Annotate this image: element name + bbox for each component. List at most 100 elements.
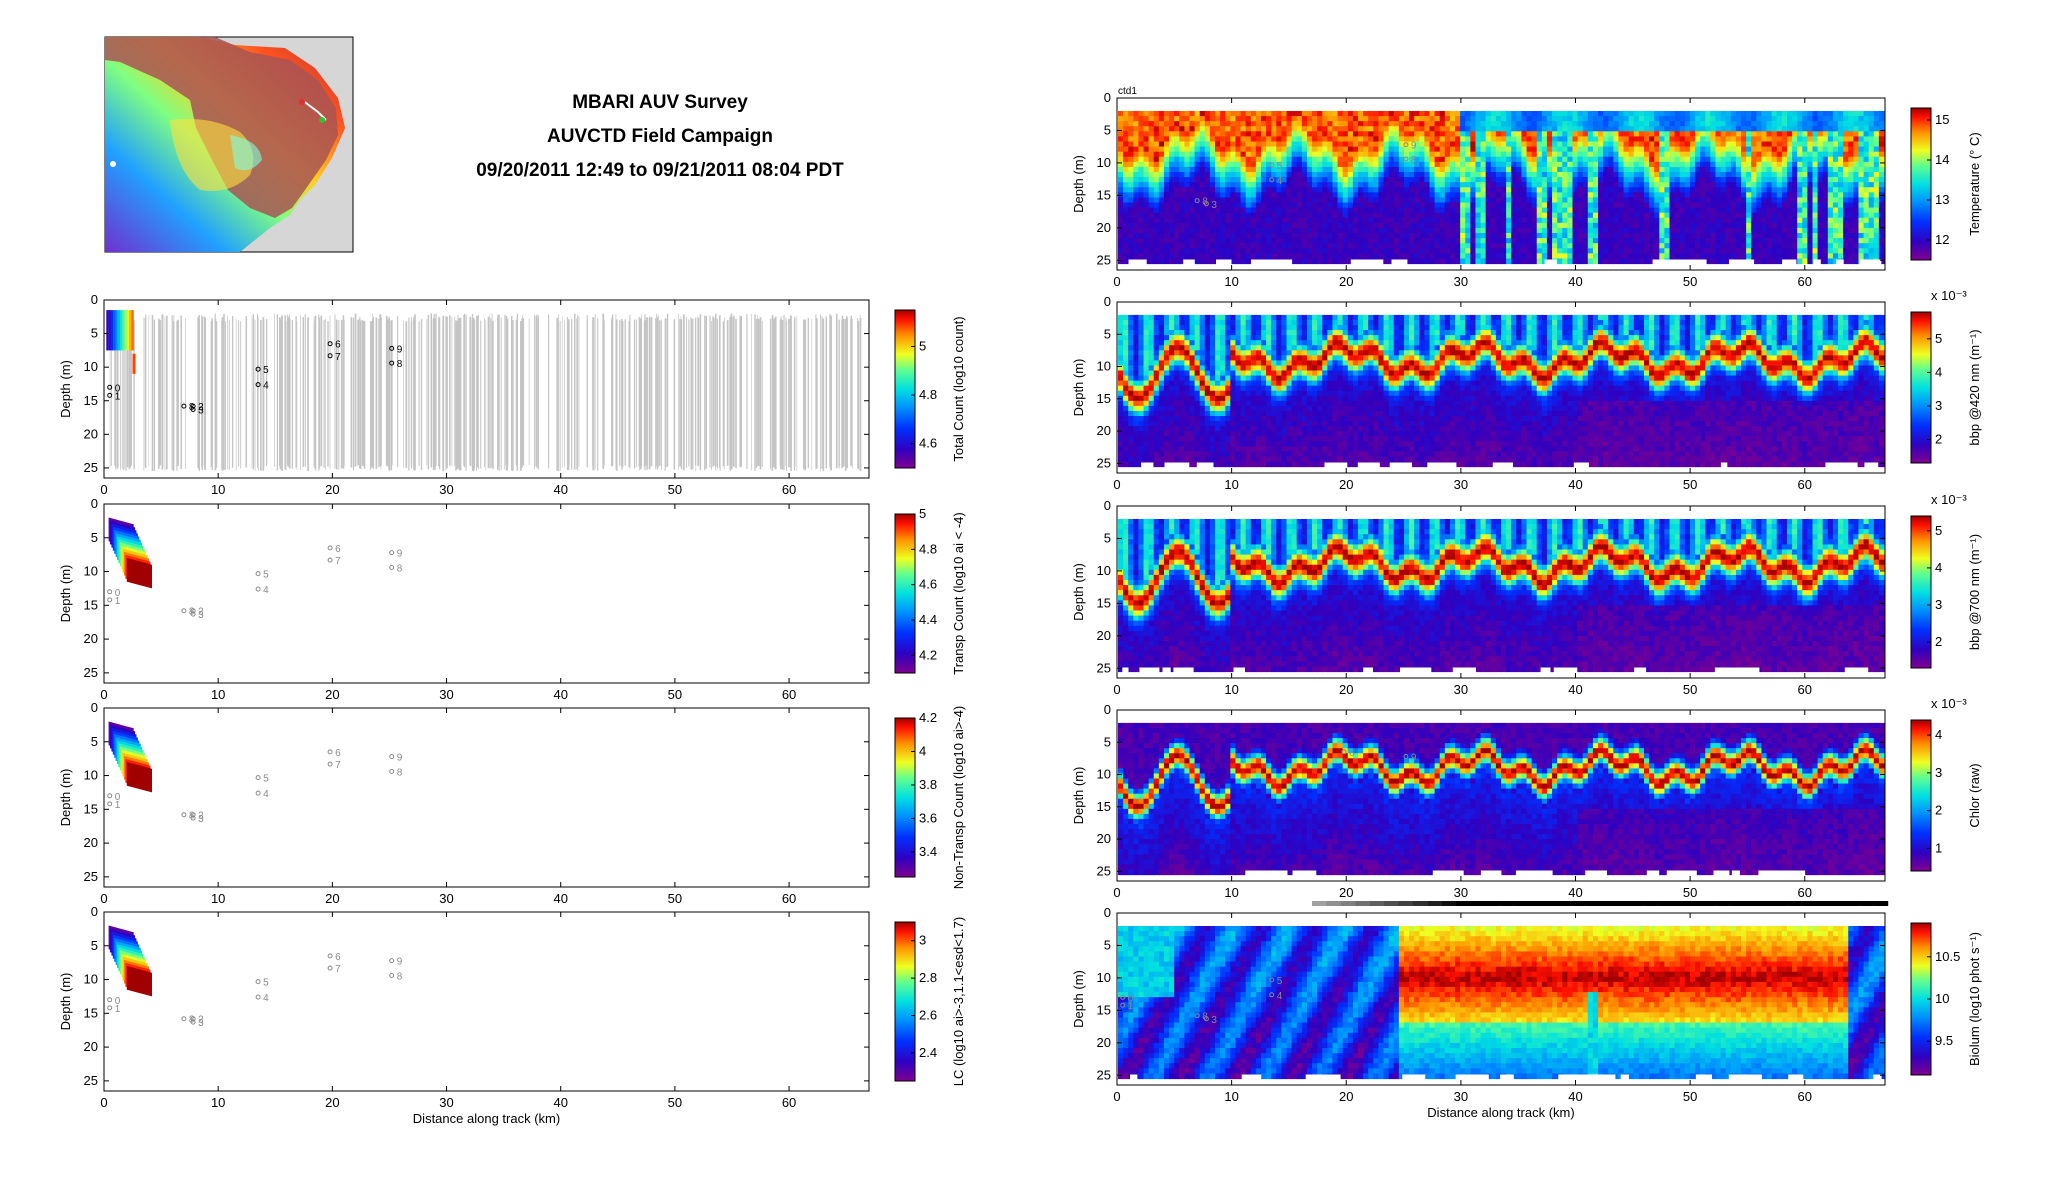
- x-tick-label: 50: [1683, 1089, 1697, 1104]
- x-tick-label: 30: [1454, 477, 1468, 492]
- y-tick-label: 5: [1104, 937, 1111, 952]
- y-tick-label: 25: [1097, 863, 1111, 878]
- y-axis-label: Depth (m): [1071, 563, 1086, 621]
- x-tick-label: 50: [1683, 477, 1697, 492]
- x-tick-label: 30: [1454, 682, 1468, 697]
- colorbar-tick-label: 4.8: [919, 387, 937, 402]
- site-marker-label: 1: [115, 391, 121, 402]
- x-tick-label: 40: [1568, 274, 1582, 289]
- x-tick-label: 40: [1568, 1089, 1582, 1104]
- x-tick-label: 40: [553, 482, 567, 497]
- y-tick-label: 20: [1097, 423, 1111, 438]
- x-axis-label: Distance along track (km): [1427, 1105, 1574, 1120]
- y-tick-label: 20: [84, 1039, 98, 1054]
- colorbar-tick-label: 2.8: [919, 970, 937, 985]
- site-marker-label: 6: [335, 544, 341, 555]
- site-marker-label: 7: [335, 760, 341, 771]
- colorbar-tick-label: 9.5: [1935, 1033, 1953, 1048]
- x-tick-label: 30: [439, 1095, 453, 1110]
- x-tick-label: 30: [1454, 274, 1468, 289]
- site-marker-label: 9: [397, 753, 403, 764]
- x-tick-label: 60: [1798, 274, 1812, 289]
- colorbar-tick-label: 4: [1935, 364, 1942, 379]
- site-marker-label: 3: [198, 610, 204, 621]
- y-tick-label: 0: [91, 292, 98, 307]
- colorbar-tick-label: 4.2: [919, 710, 937, 725]
- y-tick-label: 0: [91, 904, 98, 919]
- y-tick-label: 25: [84, 665, 98, 680]
- colorbar: 54.84.6 Total Count (log10 count): [895, 310, 966, 468]
- x-tick-label: 0: [100, 1095, 107, 1110]
- site-marker-label: 5: [263, 570, 269, 581]
- site-marker-label: 8: [397, 359, 403, 370]
- y-tick-label: 10: [1097, 155, 1111, 170]
- x-tick-label: 60: [1798, 885, 1812, 900]
- x-tick-label: 20: [325, 687, 339, 702]
- colorbar-tick-label: 2: [1935, 803, 1942, 818]
- site-marker-label: 9: [397, 549, 403, 560]
- y-tick-label: 15: [1097, 391, 1111, 406]
- x-tick-label: 60: [1798, 682, 1812, 697]
- x-tick-label: 10: [211, 687, 225, 702]
- y-tick-label: 0: [1104, 702, 1111, 717]
- y-tick-label: 25: [1097, 660, 1111, 675]
- colorbar-gradient: [895, 310, 915, 468]
- x-tick-label: 20: [1339, 477, 1353, 492]
- y-tick-label: 0: [91, 496, 98, 511]
- colorbar-tick-label: 15: [1935, 112, 1949, 127]
- y-tick-label: 5: [1104, 326, 1111, 341]
- x-tick-label: 60: [1798, 1089, 1812, 1104]
- site-marker-label: 5: [1277, 976, 1283, 987]
- colorbar-label: Non-Transp Count (log10 ai>-4): [951, 706, 966, 889]
- x-tick-label: 0: [1113, 274, 1120, 289]
- colorbar-exponent: x 10⁻³: [1931, 492, 1967, 507]
- colorbar-tick-label: 3: [1935, 597, 1942, 612]
- x-tick-label: 50: [1683, 682, 1697, 697]
- y-axis-label: Depth (m): [58, 360, 73, 418]
- x-tick-label: 50: [1683, 274, 1697, 289]
- x-axis-label: Distance along track (km): [413, 1111, 560, 1126]
- x-tick-label: 10: [1224, 274, 1238, 289]
- colorbar-exponent: x 10⁻³: [1931, 696, 1967, 711]
- colorbar-label: Chlor (raw): [1967, 763, 1982, 827]
- colorbar-gradient: [1911, 516, 1931, 668]
- y-tick-label: 5: [91, 326, 98, 341]
- x-tick-label: 40: [553, 891, 567, 906]
- y-axis-label: Depth (m): [58, 973, 73, 1031]
- x-tick-label: 0: [1113, 477, 1120, 492]
- colorbar-label: bbp @700 nm (m⁻¹): [1967, 534, 1982, 650]
- track-indicator-bar: [1312, 901, 1888, 906]
- y-tick-label: 10: [1097, 767, 1111, 782]
- y-tick-label: 5: [1104, 530, 1111, 545]
- colorbar-tick-label: 2: [1935, 634, 1942, 649]
- colorbar-exponent: x 10⁻³: [1931, 288, 1967, 303]
- y-tick-label: 15: [84, 1005, 98, 1020]
- colorbar-tick-label: 4: [1935, 727, 1942, 742]
- colorbar-tick-label: 2: [1935, 432, 1942, 447]
- y-axis-label: Depth (m): [1071, 155, 1086, 213]
- plot-area: [104, 300, 869, 478]
- site-marker-label: 1: [115, 596, 121, 607]
- heatmap-field: [1118, 926, 1885, 1080]
- x-tick-label: 60: [782, 482, 796, 497]
- colorbar-tick-label: 3.4: [919, 844, 937, 859]
- x-tick-label: 30: [1454, 885, 1468, 900]
- x-tick-label: 0: [100, 482, 107, 497]
- y-tick-label: 20: [1097, 628, 1111, 643]
- colorbar-label: Total Count (log10 count): [951, 316, 966, 461]
- colorbar-tick-label: 3.8: [919, 777, 937, 792]
- colorbar-tick-label: 5: [919, 506, 926, 521]
- colorbar-gradient: [1911, 108, 1931, 260]
- site-marker-label: 9: [397, 957, 403, 968]
- site-marker-label: 5: [263, 365, 269, 376]
- colorbar-tick-label: 3.6: [919, 810, 937, 825]
- y-tick-label: 10: [84, 768, 98, 783]
- y-tick-label: 15: [1097, 799, 1111, 814]
- y-tick-label: 5: [1104, 734, 1111, 749]
